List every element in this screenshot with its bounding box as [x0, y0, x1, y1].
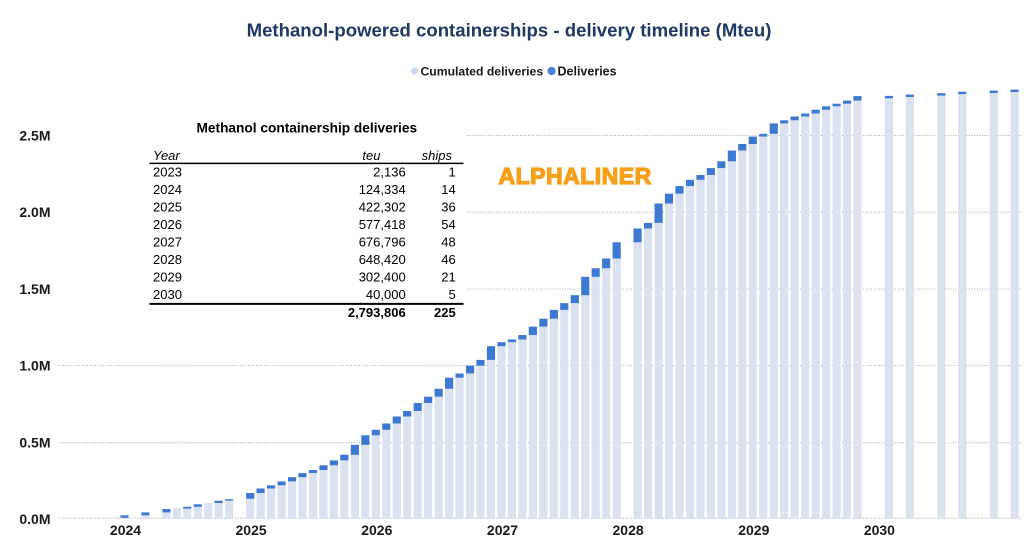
svg-text:1.5M: 1.5M: [19, 281, 50, 297]
svg-text:2027: 2027: [153, 234, 182, 249]
svg-text:14: 14: [441, 182, 455, 197]
svg-text:2025: 2025: [153, 199, 182, 214]
svg-text:2024: 2024: [153, 182, 182, 197]
svg-text:577,418: 577,418: [359, 217, 406, 232]
svg-text:Methanol containership deliver: Methanol containership deliveries: [197, 121, 418, 136]
svg-text:5: 5: [448, 287, 455, 302]
svg-text:648,420: 648,420: [359, 252, 406, 267]
svg-text:2028: 2028: [613, 522, 644, 538]
svg-text:teu: teu: [362, 148, 380, 163]
svg-text:48: 48: [441, 234, 455, 249]
svg-text:0.0M: 0.0M: [19, 511, 50, 527]
svg-text:1.0M: 1.0M: [19, 357, 50, 373]
svg-text:2026: 2026: [153, 217, 182, 232]
svg-text:Deliveries: Deliveries: [558, 64, 617, 78]
svg-text:40,000: 40,000: [366, 287, 406, 302]
svg-text:Year: Year: [153, 148, 180, 163]
svg-text:46: 46: [441, 252, 455, 267]
svg-text:Cumulated deliveries: Cumulated deliveries: [421, 64, 544, 78]
svg-text:2025: 2025: [236, 522, 267, 538]
svg-text:2,793,806: 2,793,806: [348, 305, 406, 320]
svg-text:2030: 2030: [864, 522, 895, 538]
svg-text:36: 36: [441, 199, 455, 214]
svg-text:0.5M: 0.5M: [19, 435, 50, 451]
svg-text:2024: 2024: [110, 522, 141, 538]
svg-text:2.5M: 2.5M: [19, 127, 50, 143]
svg-text:2029: 2029: [738, 522, 769, 538]
svg-text:2027: 2027: [487, 522, 518, 538]
svg-text:2028: 2028: [153, 252, 182, 267]
svg-text:2030: 2030: [153, 287, 182, 302]
svg-text:ALPHALINER: ALPHALINER: [499, 163, 652, 189]
svg-text:124,334: 124,334: [359, 182, 406, 197]
svg-text:ships: ships: [422, 148, 453, 163]
svg-text:422,302: 422,302: [359, 199, 406, 214]
svg-text:21: 21: [441, 269, 455, 284]
svg-text:302,400: 302,400: [359, 269, 406, 284]
svg-text:2026: 2026: [361, 522, 392, 538]
svg-text:225: 225: [434, 305, 456, 320]
svg-text:2.0M: 2.0M: [19, 204, 50, 220]
svg-text:2029: 2029: [153, 269, 182, 284]
svg-text:1: 1: [448, 164, 455, 179]
svg-text:676,796: 676,796: [359, 234, 406, 249]
svg-text:2023: 2023: [153, 164, 182, 179]
svg-text:54: 54: [441, 217, 455, 232]
svg-text:Methanol-powered containership: Methanol-powered containerships - delive…: [247, 19, 772, 40]
svg-text:2,136: 2,136: [373, 164, 406, 179]
